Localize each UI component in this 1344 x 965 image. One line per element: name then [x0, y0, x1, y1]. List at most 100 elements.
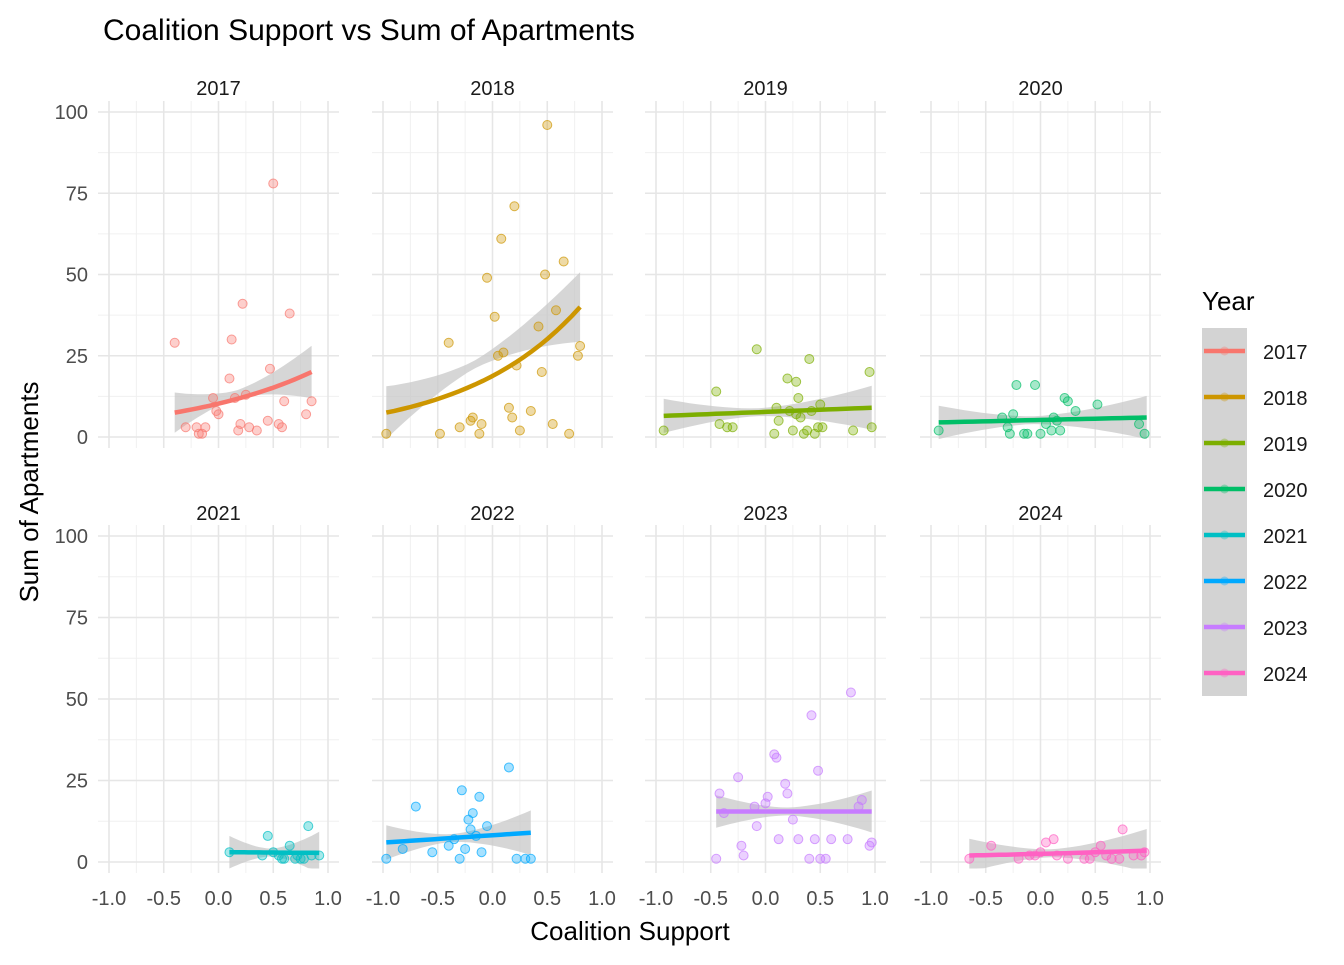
panel-grid: [920, 101, 1161, 448]
panel-grid: [98, 525, 339, 873]
data-point: [514, 425, 525, 436]
panel-grid: [372, 101, 613, 448]
data-point: [284, 840, 295, 851]
data-point: [1139, 428, 1150, 439]
legend-label: 2019: [1263, 434, 1308, 456]
facet-strip-label: 2023: [743, 503, 788, 525]
data-point: [1092, 399, 1103, 410]
legend-label: 2022: [1263, 572, 1308, 594]
confidence-band: [938, 395, 1147, 440]
data-point: [551, 305, 562, 316]
data-point: [547, 419, 558, 429]
data-point: [474, 428, 485, 439]
data-point: [809, 834, 820, 845]
legend-item-2021: 2021: [1204, 526, 1308, 548]
data-point: [658, 425, 669, 436]
data-point: [751, 344, 762, 355]
data-point: [476, 847, 487, 858]
data-point: [511, 853, 522, 864]
legend-item-2020: 2020: [1204, 480, 1308, 502]
y-tick-label: 100: [55, 102, 88, 124]
data-point: [738, 850, 749, 861]
panel-grid: [920, 525, 1161, 873]
data-point: [237, 298, 248, 309]
data-point: [793, 834, 804, 845]
data-point: [503, 402, 514, 413]
legend-label: 2017: [1263, 342, 1308, 364]
data-point: [804, 354, 815, 364]
data-point: [1046, 425, 1057, 436]
data-point: [762, 791, 773, 802]
data-point: [208, 393, 219, 403]
data-point: [714, 788, 725, 799]
data-point: [262, 830, 273, 841]
data-point: [804, 853, 815, 864]
data-point: [533, 321, 544, 332]
data-point: [498, 347, 509, 358]
data-point: [1106, 853, 1117, 864]
legend: Year 2017 2018 2019 2020 2021 2022 2023 2024: [1202, 286, 1308, 696]
data-point: [536, 367, 547, 377]
data-point: [525, 406, 536, 416]
data-point: [864, 367, 875, 377]
data-point: [787, 425, 798, 436]
facet-strip-label: 2020: [1018, 78, 1063, 100]
data-point: [381, 853, 392, 864]
x-tick-label: 0.5: [806, 888, 834, 910]
x-tick-label: 1.0: [314, 888, 342, 910]
data-point: [443, 840, 454, 851]
data-point: [782, 373, 793, 384]
x-tick-label: 1.0: [1136, 888, 1164, 910]
data-point: [1011, 380, 1022, 390]
data-point: [558, 256, 569, 267]
data-point: [1117, 824, 1128, 835]
data-point: [509, 201, 520, 212]
legend-item-2017: 2017: [1204, 342, 1308, 364]
data-point: [771, 752, 782, 763]
data-point: [460, 843, 471, 854]
data-point: [301, 409, 312, 420]
legend-item-2022: 2022: [1204, 572, 1308, 594]
fit-line: [938, 415, 1147, 425]
y-tick-label: 75: [66, 608, 88, 630]
confidence-band: [174, 345, 312, 433]
confidence-band: [386, 272, 581, 439]
data-point: [454, 422, 465, 433]
y-tick-label: 25: [66, 771, 88, 793]
data-point: [815, 853, 826, 864]
data-point: [284, 308, 295, 319]
data-point: [564, 428, 575, 439]
data-point: [397, 843, 408, 854]
legend-label: 2024: [1263, 664, 1308, 686]
legend-item-2023: 2023: [1204, 618, 1308, 640]
x-axis-title: Coalition Support: [530, 916, 730, 946]
legend-key-background: [1202, 328, 1247, 696]
data-point: [169, 337, 180, 348]
confidence-band: [386, 810, 531, 860]
legend-label: 2020: [1263, 480, 1308, 502]
facet-strip-label: 2022: [470, 503, 515, 525]
legend-item-2018: 2018: [1204, 388, 1308, 410]
data-point: [224, 373, 235, 384]
data-point: [268, 178, 279, 189]
data-point: [845, 687, 856, 698]
data-point: [782, 788, 793, 799]
fit-line: [174, 369, 313, 415]
data-point: [856, 795, 867, 806]
data-point: [806, 710, 817, 721]
data-point: [226, 334, 237, 345]
x-tick-label: -0.5: [147, 888, 181, 910]
panel-grid: [98, 101, 339, 448]
data-points: [169, 178, 317, 439]
facet-strip-label: 2018: [470, 78, 515, 100]
data-point: [773, 415, 784, 426]
data-point: [200, 422, 211, 433]
panel-2019: 2019: [645, 78, 886, 448]
data-point: [711, 853, 722, 864]
data-point: [235, 419, 246, 429]
legend-label: 2023: [1263, 618, 1308, 640]
data-point: [572, 350, 583, 361]
data-point: [1062, 853, 1073, 864]
x-tick-label: -0.5: [969, 888, 1003, 910]
